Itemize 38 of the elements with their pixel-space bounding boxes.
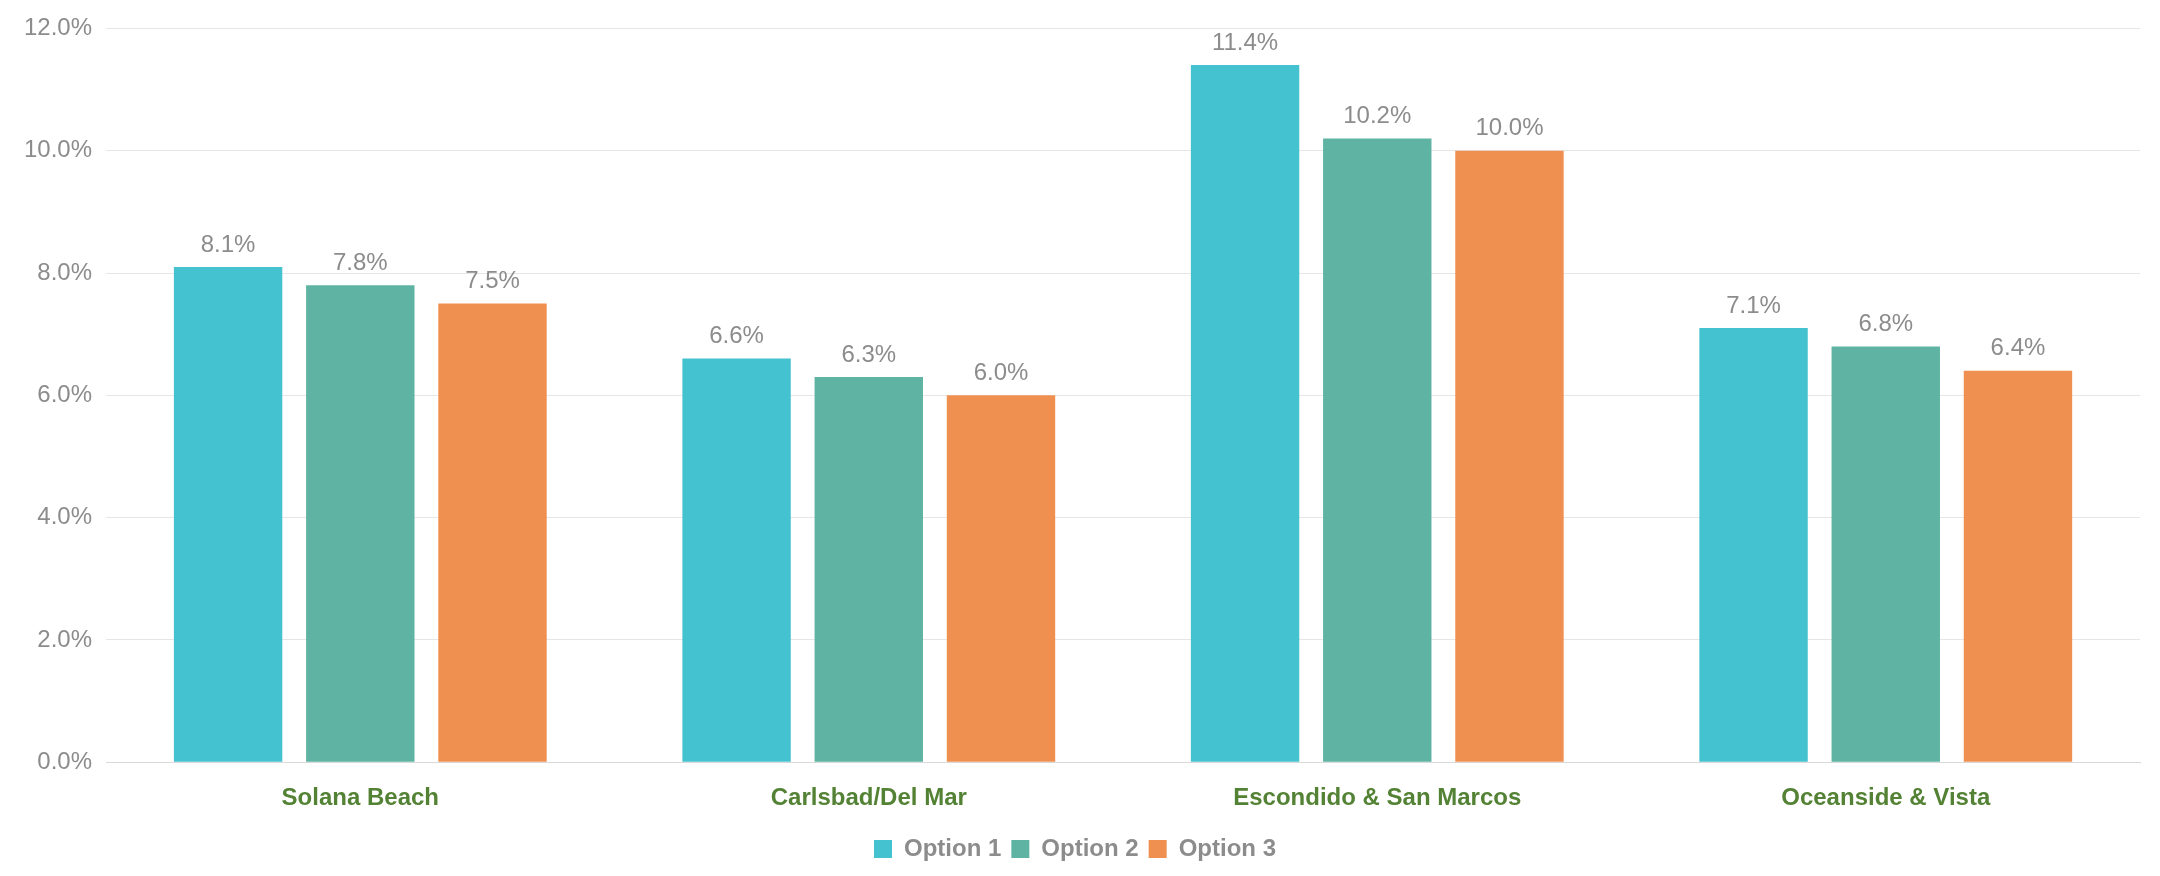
- text: 6.3%: [841, 339, 897, 367]
- text: 6.6%: [709, 321, 764, 349]
- text: 6.4%: [1990, 333, 2046, 361]
- bar: [682, 358, 791, 762]
- text: 6.8%: [1858, 309, 1914, 337]
- y-tick-label: 12.0%: [23, 13, 93, 41]
- bar: [1323, 138, 1432, 762]
- text: 8.1%: [200, 229, 256, 257]
- bar: [1190, 65, 1300, 762]
- legend-label: Option 2: [1041, 833, 1139, 861]
- y-tick-label: 4.0%: [37, 502, 93, 530]
- x-tick-label: Oceanside & Vista: [1781, 783, 1991, 811]
- bar: [1963, 370, 2073, 762]
- y-tick-label: 10.0%: [23, 135, 93, 163]
- text: 7.8%: [332, 247, 388, 275]
- y-tick-label: 2.0%: [37, 624, 93, 652]
- bar: [814, 376, 923, 762]
- y-tick-label: 0.0%: [37, 746, 93, 774]
- x-tick-label: Carlsbad/Del Mar: [770, 783, 967, 811]
- bar: [946, 395, 1056, 762]
- bar: [1699, 328, 1808, 762]
- text: 7.5%: [465, 266, 520, 294]
- text: 6.0%: [973, 357, 1029, 385]
- legend-label: Option 1: [904, 833, 1002, 861]
- bar: [1455, 150, 1564, 762]
- y-tick-label: 8.0%: [37, 257, 93, 285]
- text: 10.2%: [1343, 101, 1412, 129]
- x-tick-label: Escondido & San Marcos: [1233, 783, 1522, 811]
- text: 10.0%: [1475, 113, 1544, 141]
- bar: [306, 285, 415, 762]
- legend-label: Option 3: [1178, 833, 1276, 861]
- text: 11.4%: [1211, 27, 1279, 55]
- bar: [438, 303, 547, 762]
- text: 7.1%: [1726, 290, 1781, 318]
- y-tick-label: 6.0%: [37, 379, 93, 407]
- x-tick-label: Solana Beach: [281, 783, 439, 811]
- bar: [1831, 346, 1940, 762]
- bar: [173, 266, 283, 762]
